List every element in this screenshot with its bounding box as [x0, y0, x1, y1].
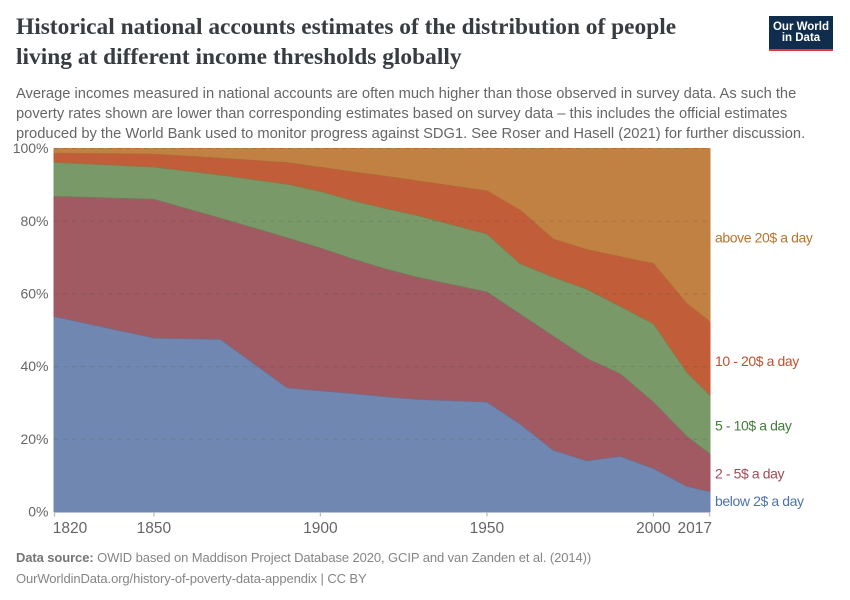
svg-text:1850: 1850	[137, 520, 172, 537]
svg-text:20%: 20%	[20, 431, 48, 447]
svg-text:60%: 60%	[20, 286, 48, 302]
svg-text:40%: 40%	[20, 358, 48, 374]
svg-text:1950: 1950	[470, 520, 505, 537]
svg-text:1900: 1900	[303, 520, 338, 537]
svg-text:above 20$ a day: above 20$ a day	[715, 230, 813, 246]
svg-text:80%: 80%	[20, 213, 48, 229]
svg-text:2017: 2017	[677, 520, 711, 537]
svg-text:1820: 1820	[53, 520, 88, 537]
svg-text:2 - 5$ a day: 2 - 5$ a day	[715, 466, 785, 482]
svg-text:2000: 2000	[636, 520, 671, 537]
svg-text:0%: 0%	[28, 504, 48, 520]
svg-text:10 - 20$ a day: 10 - 20$ a day	[715, 353, 799, 369]
svg-text:5 - 10$ a day: 5 - 10$ a day	[715, 418, 792, 434]
svg-text:below 2$ a day: below 2$ a day	[715, 493, 804, 509]
svg-text:100%: 100%	[13, 140, 49, 156]
